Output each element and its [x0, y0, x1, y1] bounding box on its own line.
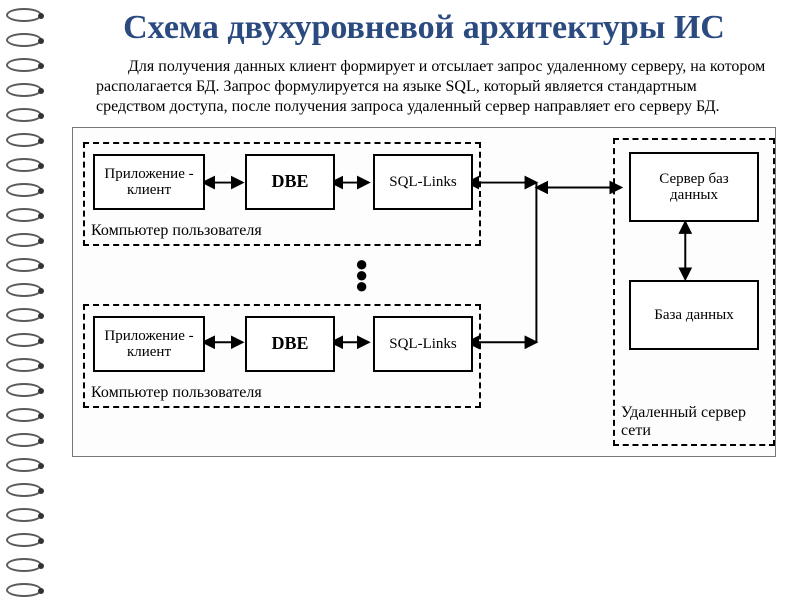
binding-ring	[6, 283, 42, 297]
binding-ring	[6, 33, 42, 47]
binding-ring	[6, 333, 42, 347]
node-app1: Приложение - клиент	[93, 154, 205, 210]
binding-ring	[6, 8, 42, 22]
page: Схема двухуровневой архитектуры ИС Для п…	[48, 0, 800, 600]
binding-ring	[6, 433, 42, 447]
group-label: Компьютер пользователя	[91, 384, 262, 402]
page-title: Схема двухуровневой архитектуры ИС	[66, 8, 782, 47]
binding-ring	[6, 483, 42, 497]
binding-ring	[6, 358, 42, 372]
spiral-binding	[0, 0, 48, 600]
binding-ring	[6, 208, 42, 222]
architecture-diagram: Компьютер пользователя Компьютер пользова…	[72, 127, 776, 457]
binding-ring	[6, 183, 42, 197]
binding-ring	[6, 108, 42, 122]
binding-ring	[6, 383, 42, 397]
group-label: Удаленный сервер сети	[621, 404, 773, 440]
binding-ring	[6, 258, 42, 272]
binding-ring	[6, 508, 42, 522]
node-sql2: SQL-Links	[373, 316, 473, 372]
binding-ring	[6, 58, 42, 72]
node-app2: Приложение - клиент	[93, 316, 205, 372]
node-dbe2: DBE	[245, 316, 335, 372]
node-db: База данных	[629, 280, 759, 350]
binding-ring	[6, 233, 42, 247]
description-paragraph: Для получения данных клиент формирует и …	[96, 57, 768, 117]
group-label: Компьютер пользователя	[91, 222, 262, 240]
node-sql1: SQL-Links	[373, 154, 473, 210]
ellipsis-dots: ●●●	[355, 258, 368, 291]
binding-ring	[6, 408, 42, 422]
binding-ring	[6, 133, 42, 147]
binding-ring	[6, 158, 42, 172]
binding-ring	[6, 583, 42, 597]
binding-ring	[6, 308, 42, 322]
binding-ring	[6, 558, 42, 572]
binding-ring	[6, 458, 42, 472]
node-dbe1: DBE	[245, 154, 335, 210]
node-dbsrv: Сервер баз данных	[629, 152, 759, 222]
binding-ring	[6, 83, 42, 97]
binding-ring	[6, 533, 42, 547]
